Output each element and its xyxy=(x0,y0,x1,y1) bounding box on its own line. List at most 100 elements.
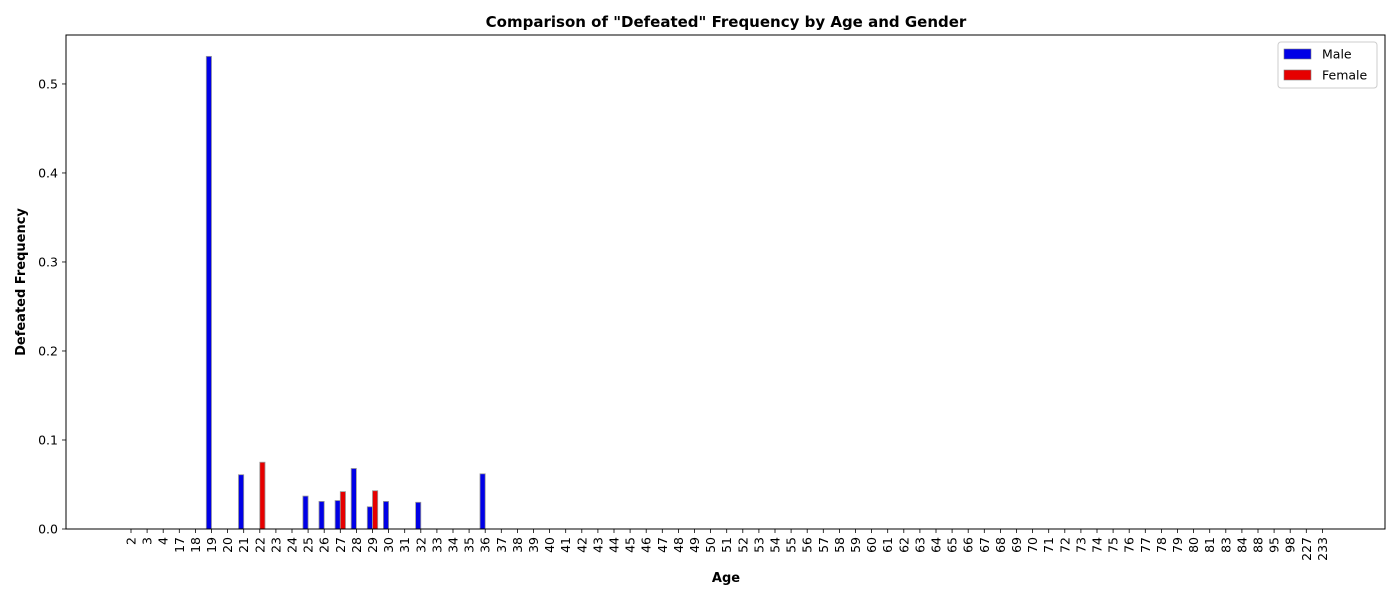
x-tick-label: 51 xyxy=(719,537,734,553)
x-tick-label: 39 xyxy=(526,537,541,553)
x-tick-label: 36 xyxy=(478,537,493,553)
bar-male-age-21 xyxy=(238,474,245,530)
bar-male-age-30 xyxy=(382,501,389,530)
legend-label-female: Female xyxy=(1322,68,1368,83)
x-tick-label: 80 xyxy=(1186,537,1201,553)
bar-male-age-26 xyxy=(318,501,325,530)
legend-swatch-male xyxy=(1283,48,1312,60)
x-tick-label: 75 xyxy=(1106,537,1121,553)
x-tick-label: 55 xyxy=(784,537,799,553)
x-tick-label: 73 xyxy=(1073,537,1088,553)
x-tick-label: 81 xyxy=(1202,537,1217,553)
bar-male-age-25 xyxy=(302,495,309,530)
x-tick-label: 227 xyxy=(1299,537,1314,561)
x-tick-label: 31 xyxy=(397,537,412,553)
x-tick-label: 25 xyxy=(301,537,316,553)
x-tick-label: 233 xyxy=(1315,537,1330,561)
x-tick-label: 18 xyxy=(188,537,203,553)
x-tick-label: 4 xyxy=(156,537,171,545)
x-tick-label: 83 xyxy=(1218,537,1233,553)
y-axis-label: Defeated Frequency xyxy=(14,208,29,356)
x-tick-label: 56 xyxy=(800,537,815,553)
bar-female-age-29 xyxy=(372,490,379,530)
x-tick-label: 72 xyxy=(1057,537,1072,553)
legend-label-male: Male xyxy=(1322,47,1352,62)
x-tick-label: 52 xyxy=(735,537,750,553)
x-tick-label: 84 xyxy=(1234,537,1249,553)
x-tick-label: 45 xyxy=(623,537,638,553)
bar-male-age-19 xyxy=(205,55,212,530)
x-tick-label: 3 xyxy=(140,537,155,545)
y-tick-label: 0.5 xyxy=(38,76,58,91)
x-tick-label: 40 xyxy=(542,537,557,553)
x-tick-label: 38 xyxy=(510,537,525,553)
plot-frame xyxy=(65,34,1386,530)
x-tick-label: 22 xyxy=(252,537,267,553)
y-axis-ticks: 0.0 0.1 0.2 0.3 0.4 0.5 xyxy=(38,76,66,537)
x-tick-label: 32 xyxy=(413,537,428,553)
x-tick-label: 64 xyxy=(929,537,944,553)
x-tick-label: 63 xyxy=(912,537,927,553)
x-tick-label: 65 xyxy=(945,537,960,553)
x-tick-label: 2 xyxy=(124,537,139,545)
x-axis-label: Age xyxy=(712,571,740,586)
x-tick-label: 59 xyxy=(848,537,863,553)
x-tick-label: 58 xyxy=(832,537,847,553)
x-tick-label: 78 xyxy=(1154,537,1169,553)
x-axis-ticks: 2 3 4 17 18 19 20 21 22 23 24 25 26 27 28 29 30 31 32 33 34 3… xyxy=(124,529,1330,561)
x-tick-label: 46 xyxy=(639,537,654,553)
x-tick-label: 30 xyxy=(381,537,396,553)
x-tick-label: 62 xyxy=(896,537,911,553)
x-tick-label: 67 xyxy=(977,537,992,553)
y-tick-label: 0.4 xyxy=(38,165,58,180)
x-tick-label: 66 xyxy=(961,537,976,553)
y-tick-label: 0.2 xyxy=(38,343,58,358)
x-tick-label: 20 xyxy=(220,537,235,553)
x-tick-label: 98 xyxy=(1283,537,1298,553)
x-tick-label: 68 xyxy=(993,537,1008,553)
legend-swatch-female xyxy=(1283,69,1312,81)
x-tick-label: 42 xyxy=(574,537,589,553)
x-tick-label: 74 xyxy=(1090,537,1105,553)
x-tick-label: 44 xyxy=(607,537,622,553)
x-tick-label: 49 xyxy=(687,537,702,553)
x-tick-label: 77 xyxy=(1138,537,1153,553)
x-tick-label: 19 xyxy=(204,537,219,553)
x-tick-label: 17 xyxy=(172,537,187,553)
x-tick-label: 33 xyxy=(429,537,444,553)
x-tick-label: 60 xyxy=(864,537,879,553)
x-tick-label: 23 xyxy=(268,537,283,553)
x-tick-label: 50 xyxy=(703,537,718,553)
chart-title: Comparison of "Defeated" Frequency by Ag… xyxy=(486,13,967,31)
x-tick-label: 54 xyxy=(768,537,783,553)
bars-layer xyxy=(205,55,486,530)
x-tick-label: 27 xyxy=(333,537,348,553)
x-tick-label: 71 xyxy=(1041,537,1056,553)
x-tick-label: 53 xyxy=(751,537,766,553)
y-tick-label: 0.0 xyxy=(38,522,58,537)
bar-male-age-32 xyxy=(415,501,422,530)
bar-female-age-22 xyxy=(259,461,266,530)
x-tick-label: 69 xyxy=(1009,537,1024,553)
y-tick-label: 0.3 xyxy=(38,254,58,269)
x-tick-label: 21 xyxy=(236,537,251,553)
bar-male-age-27 xyxy=(334,500,341,530)
bar-male-age-29 xyxy=(366,506,373,530)
bar-male-age-36 xyxy=(479,473,486,530)
x-tick-label: 79 xyxy=(1170,537,1185,553)
x-tick-label: 48 xyxy=(671,537,686,553)
x-tick-label: 41 xyxy=(558,537,573,553)
x-tick-label: 37 xyxy=(494,537,509,553)
x-tick-label: 43 xyxy=(590,537,605,553)
bar-male-age-28 xyxy=(350,468,357,530)
x-tick-label: 76 xyxy=(1122,537,1137,553)
x-tick-label: 47 xyxy=(655,537,670,553)
x-tick-label: 35 xyxy=(462,537,477,553)
x-tick-label: 28 xyxy=(349,537,364,553)
bar-female-age-27 xyxy=(339,491,346,530)
x-tick-label: 57 xyxy=(816,537,831,553)
legend: Male Female xyxy=(1277,41,1378,89)
x-tick-label: 34 xyxy=(446,537,461,553)
